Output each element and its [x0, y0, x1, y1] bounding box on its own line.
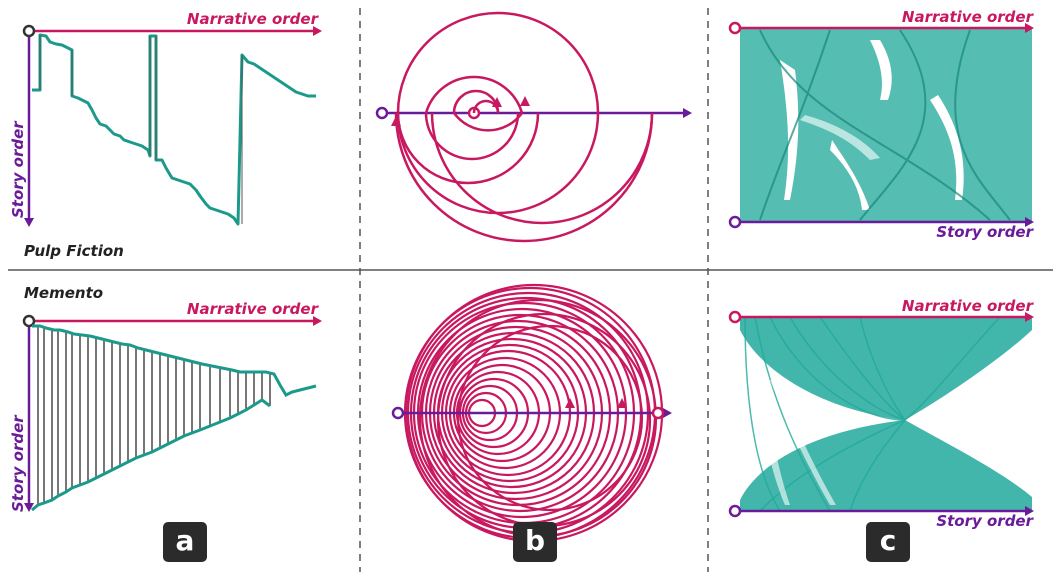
panel-a-bottom: Memento Narrative order Story order [9, 284, 322, 512]
film-title-top: Pulp Fiction [24, 242, 124, 260]
film-title-bottom: Memento [24, 284, 103, 302]
narrative-order-label-c-top: Narrative order [902, 8, 1035, 26]
panel-c-bottom: Narrative order Story order [728, 297, 1035, 530]
panel-c-top: Narrative order Story order [728, 8, 1035, 241]
panel-b-top [375, 11, 692, 243]
origin-marker [22, 24, 36, 38]
story-order-label-c-top: Story order [936, 223, 1034, 241]
narrative-order-label: Narrative order [187, 10, 320, 28]
story-order-label-c-bottom: Story order [936, 512, 1034, 530]
panel-a-top: Narrative order Story order Pulp Fiction [9, 10, 322, 260]
memento-bottom-edge [31, 398, 271, 512]
panel-label-b: b [513, 522, 557, 562]
panel-b-bottom [391, 283, 672, 543]
memento-top-edge [32, 324, 317, 397]
narrative-order-label-c-bottom: Narrative order [902, 297, 1035, 315]
narrative-order-label-bottom: Narrative order [187, 300, 320, 318]
story-order-label: Story order [9, 120, 27, 218]
pulp-fiction-step-line [32, 33, 316, 226]
panel-label-c: c [866, 522, 910, 562]
panel-label-a: a [163, 522, 207, 562]
story-order-label-bottom: Story order [9, 414, 27, 512]
